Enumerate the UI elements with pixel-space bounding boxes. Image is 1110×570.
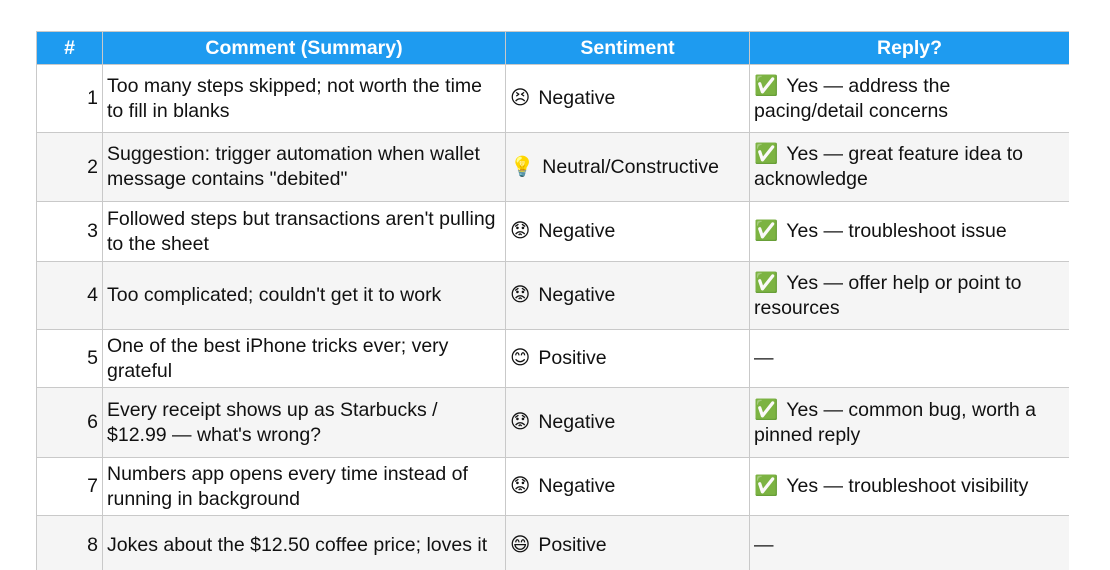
reply-cell: ✅ Yes — address the pacing/detail concern… — [749, 64, 1069, 133]
sentiment-icon: 😟 — [510, 220, 531, 242]
sentiment-cell: 😊 Positive — [505, 329, 750, 388]
sentiment-cell: 😟 Negative — [505, 201, 750, 262]
comment-cell: One of the best iPhone tricks ever; very… — [102, 329, 506, 388]
table-container: # Comment (Summary) Sentiment Reply? 1 Too m… — [36, 31, 1069, 570]
row-number: 4 — [36, 261, 103, 330]
reply-cell: ✅ Yes — great feature idea to acknowledge — [749, 132, 1069, 202]
sentiment-cell: 😟 Negative — [505, 387, 750, 458]
reply-text: — — [754, 534, 774, 556]
reply-cell: ✅ Yes — troubleshoot issue — [749, 201, 1069, 262]
table-row: 3 Followed steps but transactions aren't … — [36, 201, 1069, 262]
row-number: 3 — [36, 201, 103, 262]
header-cell: Sentiment — [505, 31, 750, 65]
sentiment-label: Negative — [538, 220, 616, 242]
sentiment-label: Positive — [538, 534, 607, 556]
sentiment-label: Negative — [538, 87, 616, 109]
comments-table: # Comment (Summary) Sentiment Reply? 1 Too m… — [36, 31, 1069, 570]
reply-icon: ✅ — [754, 271, 779, 294]
row-number: 8 — [36, 515, 103, 570]
reply-cell: ✅ Yes — troubleshoot visibility — [749, 457, 1069, 516]
sentiment-label: Negative — [538, 475, 616, 497]
reply-text: — — [754, 347, 774, 369]
sentiment-cell: 😟 Negative — [505, 261, 750, 330]
reply-icon: ✅ — [754, 220, 779, 242]
sentiment-label: Negative — [538, 411, 616, 433]
reply-cell: ✅ Yes — offer help or point to resources — [749, 261, 1069, 330]
reply-text: Yes — common bug, worth a pinned reply — [754, 398, 1036, 446]
comment-cell: Suggestion: trigger automation when wall… — [102, 132, 506, 202]
sentiment-cell: 😄 Positive — [505, 515, 750, 570]
reply-icon: ✅ — [754, 143, 779, 165]
header-cell: Reply? — [749, 31, 1069, 65]
comment-cell: Every receipt shows up as Starbucks / $1… — [102, 387, 506, 458]
sentiment-icon: 😟 — [510, 475, 531, 497]
table-row: 5 One of the best iPhone tricks ever; ver… — [36, 329, 1069, 388]
reply-icon: ✅ — [754, 74, 779, 97]
reply-text: Yes — troubleshoot visibility — [786, 475, 1029, 497]
row-number: 1 — [36, 64, 103, 133]
table-row: 8 Jokes about the $12.50 coffee price; lo… — [36, 515, 1069, 570]
reply-cell: — — [749, 329, 1069, 388]
reply-text: Yes — great feature idea to acknowledge — [754, 143, 1023, 190]
row-number: 2 — [36, 132, 103, 202]
table-row: 6 Every receipt shows up as Starbucks / $… — [36, 387, 1069, 458]
reply-text: Yes — offer help or point to resources — [754, 271, 1022, 319]
sentiment-icon: 😟 — [510, 411, 531, 433]
sentiment-icon: 😊 — [510, 347, 531, 369]
header-cell: # — [36, 31, 103, 65]
reply-text: Yes — address the pacing/detail concerns — [754, 74, 951, 122]
reply-icon: ✅ — [754, 475, 779, 497]
reply-cell: ✅ Yes — common bug, worth a pinned reply — [749, 387, 1069, 458]
comment-cell: Too many steps skipped; not worth the ti… — [102, 64, 506, 133]
sentiment-label: Neutral/Constructive — [542, 155, 719, 178]
reply-text: Yes — troubleshoot issue — [786, 220, 1007, 242]
comment-cell: Numbers app opens every time instead of … — [102, 457, 506, 516]
sentiment-cell: 💡 Neutral/Constructive — [505, 132, 750, 202]
reply-cell: — — [749, 515, 1069, 570]
header-row: # Comment (Summary) Sentiment Reply? — [36, 31, 1069, 65]
row-number: 6 — [36, 387, 103, 458]
header-cell: Comment (Summary) — [102, 31, 506, 65]
row-number: 5 — [36, 329, 103, 388]
comment-cell: Too complicated; couldn't get it to work — [102, 261, 506, 330]
sentiment-icon: 😣 — [510, 87, 531, 109]
sentiment-cell: 😣 Negative — [505, 64, 750, 133]
comment-cell: Followed steps but transactions aren't p… — [102, 201, 506, 262]
sentiment-cell: 😟 Negative — [505, 457, 750, 516]
sentiment-label: Positive — [538, 347, 607, 369]
sentiment-label: Negative — [538, 284, 616, 306]
sentiment-icon: 😟 — [510, 284, 531, 306]
table-row: 7 Numbers app opens every time instead of… — [36, 457, 1069, 516]
comment-cell: Jokes about the $12.50 coffee price; lov… — [102, 515, 506, 570]
table-row: 1 Too many steps skipped; not worth the t… — [36, 64, 1069, 133]
table-row: 2 Suggestion: trigger automation when wal… — [36, 132, 1069, 202]
sentiment-icon: 😄 — [510, 534, 531, 556]
row-number: 7 — [36, 457, 103, 516]
table-row: 4 Too complicated; couldn't get it to wor… — [36, 261, 1069, 330]
reply-icon: ✅ — [754, 398, 779, 421]
sentiment-icon: 💡 — [510, 155, 535, 178]
